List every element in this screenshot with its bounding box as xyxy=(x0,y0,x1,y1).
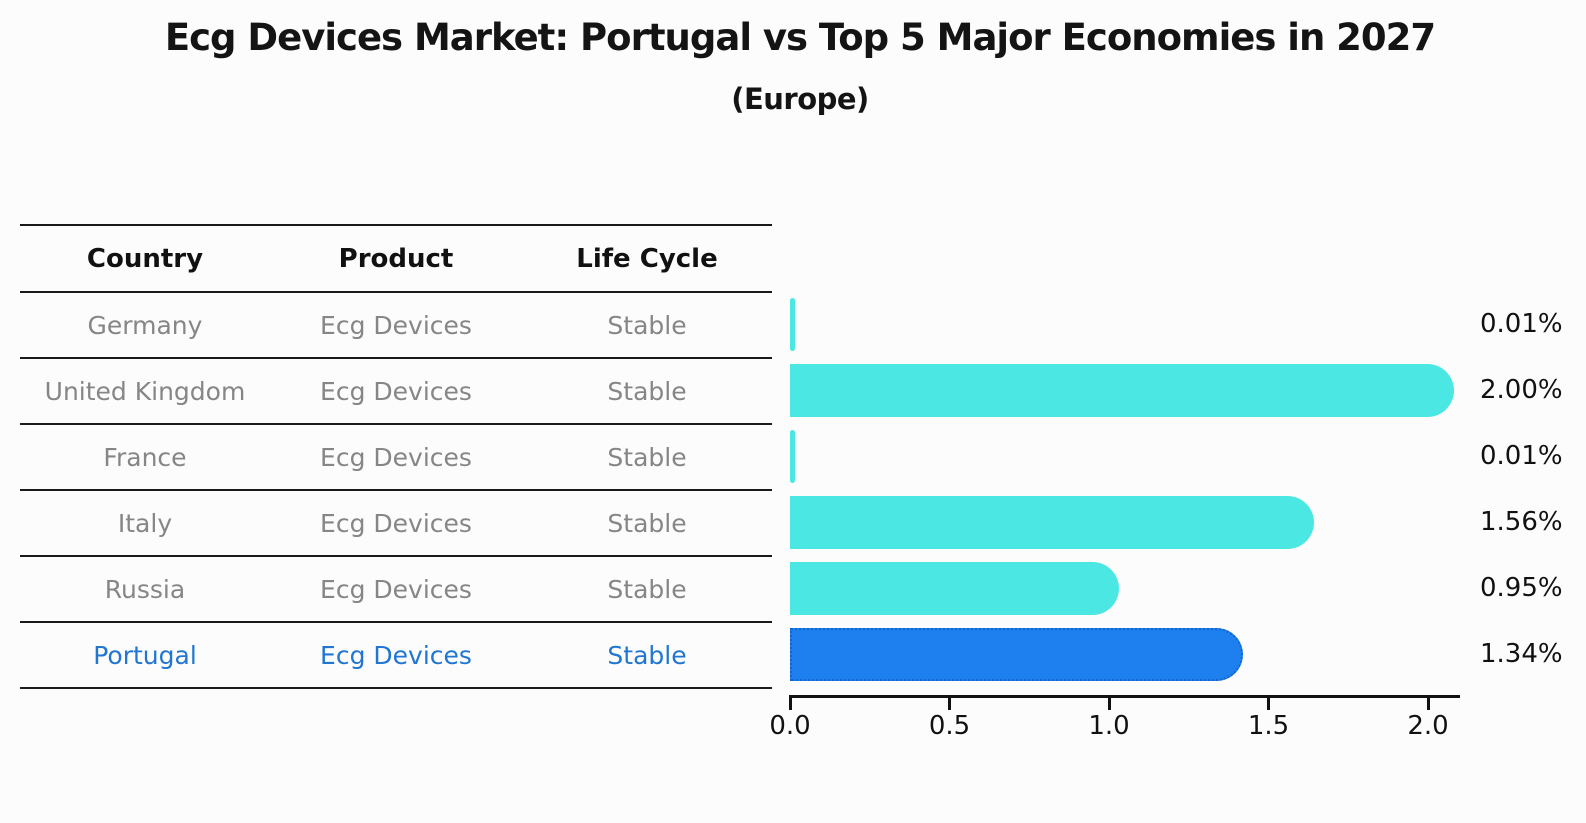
country-table: Country Product Life Cycle Germany Ecg Devi… xyxy=(20,224,772,689)
cell-country: Russia xyxy=(104,574,186,604)
table-row-russia: Russia Ecg Devices Stable xyxy=(20,557,772,623)
cell-country: United Kingdom xyxy=(44,376,246,406)
column-header-life-cycle: Life Cycle xyxy=(576,243,718,274)
x-axis-tick-label: 1.5 xyxy=(1247,711,1290,741)
table-row-france: France Ecg Devices Stable xyxy=(20,425,772,491)
table-row-united-kingdom: United Kingdom Ecg Devices Stable xyxy=(20,359,772,425)
cell-country: Italy xyxy=(117,508,173,538)
x-axis-tick-label: 0.0 xyxy=(769,711,811,741)
x-axis-tick xyxy=(788,695,792,710)
bar-portugal xyxy=(790,627,1243,681)
bar-germany xyxy=(790,297,795,351)
cell-life-cycle: Stable xyxy=(607,640,687,670)
x-axis-tick-label: 2.0 xyxy=(1407,711,1449,741)
cell-life-cycle: Stable xyxy=(607,574,687,604)
column-header-country: Country xyxy=(86,243,204,274)
cell-country: France xyxy=(103,442,187,472)
cell-product: Ecg Devices xyxy=(320,376,472,406)
bar-value-label-russia: 0.95% xyxy=(1480,573,1563,603)
cell-life-cycle: Stable xyxy=(607,376,687,406)
column-header-product: Product xyxy=(338,243,454,274)
cell-life-cycle: Stable xyxy=(607,508,687,538)
cell-product: Ecg Devices xyxy=(320,574,472,604)
bar-italy xyxy=(790,495,1314,549)
chart-subtitle: (Europe) xyxy=(731,82,869,116)
bar-value-label-united-kingdom: 2.00% xyxy=(1480,375,1563,405)
cell-life-cycle: Stable xyxy=(607,310,687,340)
table-row-germany: Germany Ecg Devices Stable xyxy=(20,293,772,359)
bar-value-label-italy: 1.56% xyxy=(1480,507,1563,537)
x-axis-tick xyxy=(948,695,951,710)
table-row-italy: Italy Ecg Devices Stable xyxy=(20,491,772,557)
cell-product: Ecg Devices xyxy=(320,640,472,670)
cell-life-cycle: Stable xyxy=(607,442,687,472)
x-axis-tick xyxy=(1267,695,1270,710)
cell-country: Germany xyxy=(87,310,203,340)
x-axis-tick xyxy=(1426,695,1430,710)
bar-value-label-portugal: 1.34% xyxy=(1480,639,1563,669)
x-axis-tick-label: 0.5 xyxy=(928,711,971,741)
chart-title: Ecg Devices Market: Portugal vs Top 5 Ma… xyxy=(164,16,1436,59)
x-axis-tick-label: 1.0 xyxy=(1088,711,1130,741)
cell-product: Ecg Devices xyxy=(320,508,472,538)
table-header-row: Country Product Life Cycle xyxy=(20,226,772,293)
table-row-portugal: Portugal Ecg Devices Stable xyxy=(20,623,772,689)
x-axis-tick xyxy=(1107,695,1111,710)
bar-united-kingdom xyxy=(790,363,1454,417)
bar-value-label-germany: 0.01% xyxy=(1480,309,1563,339)
bar-france xyxy=(790,429,795,483)
x-axis-line xyxy=(790,695,1460,698)
cell-product: Ecg Devices xyxy=(320,310,472,340)
bar-russia xyxy=(790,561,1119,615)
table-body: Germany Ecg Devices Stable United Kingdom Ec… xyxy=(20,293,772,689)
bar-value-label-france: 0.01% xyxy=(1480,441,1563,471)
cell-country: Portugal xyxy=(93,640,197,670)
cell-product: Ecg Devices xyxy=(320,442,472,472)
